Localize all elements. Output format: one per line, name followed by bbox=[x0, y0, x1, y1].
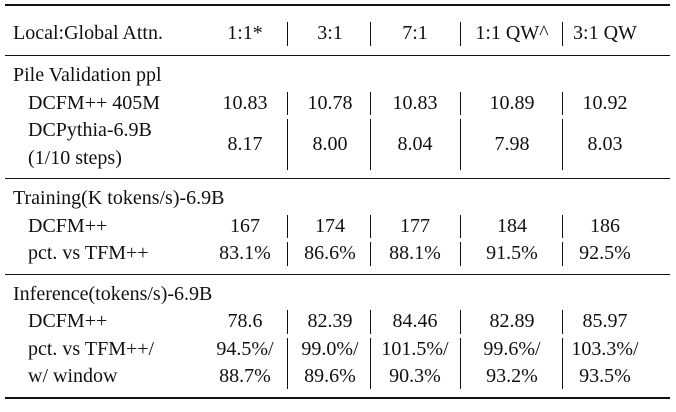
column-separator bbox=[287, 22, 288, 46]
row-label: DCFM++ 405M bbox=[28, 91, 161, 114]
cell-value: 10.89 bbox=[489, 91, 535, 114]
column-separator bbox=[562, 214, 563, 238]
cell-value: 93.5% bbox=[579, 365, 631, 387]
horizontal-rule bbox=[5, 178, 670, 179]
column-separator bbox=[287, 91, 288, 115]
row-label: pct. vs TFM++/ bbox=[28, 337, 155, 360]
header-cell: 1:1* bbox=[227, 22, 263, 44]
column-separator bbox=[460, 242, 461, 266]
header-cell: 1:1 QW^ bbox=[475, 22, 549, 44]
cell-value: 186 bbox=[590, 214, 620, 237]
column-separator bbox=[460, 337, 461, 389]
horizontal-rule bbox=[5, 55, 670, 56]
cell-value: 7.98 bbox=[494, 132, 530, 155]
cell-value: 103.3%/ bbox=[571, 337, 639, 360]
cell-value: 8.03 bbox=[587, 132, 623, 155]
column-separator bbox=[370, 214, 371, 238]
column-separator bbox=[460, 214, 461, 238]
column-separator bbox=[287, 214, 288, 238]
section-title: Inference(tokens/s)-6.9B bbox=[13, 282, 213, 305]
section-title: Pile Validation ppl bbox=[13, 64, 162, 86]
cell-value: 174 bbox=[315, 214, 345, 237]
cell-value: 88.7% bbox=[219, 365, 271, 387]
column-separator bbox=[287, 337, 288, 389]
header-cell: 7:1 bbox=[402, 22, 428, 44]
column-separator bbox=[370, 91, 371, 115]
cell-value: 78.6 bbox=[227, 310, 263, 332]
cell-value: 83.1% bbox=[219, 242, 271, 264]
row-label: DCFM++ bbox=[28, 310, 108, 332]
cell-value: 82.89 bbox=[489, 310, 535, 332]
cell-value: 90.3% bbox=[389, 365, 441, 387]
cell-value: 93.2% bbox=[486, 365, 538, 387]
column-separator bbox=[562, 337, 563, 389]
cell-value: 85.97 bbox=[582, 310, 628, 332]
cell-value: 89.6% bbox=[304, 365, 356, 387]
column-separator bbox=[562, 310, 563, 334]
cell-value: 101.5%/ bbox=[381, 337, 449, 360]
cell-value: 92.5% bbox=[579, 242, 631, 264]
cell-value: 99.0%/ bbox=[301, 337, 359, 360]
cell-value: 86.6% bbox=[304, 242, 356, 264]
cell-value: 8.00 bbox=[312, 132, 348, 155]
column-separator bbox=[370, 337, 371, 389]
column-separator bbox=[562, 242, 563, 266]
cell-value: 82.39 bbox=[307, 310, 353, 332]
cell-value: 8.04 bbox=[397, 132, 433, 155]
cell-value: 10.78 bbox=[307, 91, 353, 114]
row-label: pct. vs TFM++ bbox=[28, 242, 149, 264]
column-separator bbox=[562, 22, 563, 46]
column-separator bbox=[460, 22, 461, 46]
header-cell: 3:1 bbox=[317, 22, 343, 44]
cell-value: 167 bbox=[230, 214, 260, 237]
cell-value: 99.6%/ bbox=[483, 337, 541, 360]
section-title: Training(K tokens/s)-6.9B bbox=[13, 187, 225, 209]
row-label: (1/10 steps) bbox=[28, 146, 122, 169]
column-separator bbox=[562, 119, 563, 170]
horizontal-rule bbox=[5, 4, 670, 6]
column-separator bbox=[287, 119, 288, 170]
cell-value: 10.92 bbox=[582, 91, 628, 114]
column-separator bbox=[370, 119, 371, 170]
horizontal-rule bbox=[5, 273, 670, 275]
cell-value: 8.17 bbox=[227, 132, 263, 155]
column-separator bbox=[370, 242, 371, 266]
row-label: w/ window bbox=[28, 365, 118, 387]
header-cell: Local:Global Attn. bbox=[13, 22, 163, 44]
cell-value: 88.1% bbox=[389, 242, 441, 264]
column-separator bbox=[370, 22, 371, 46]
column-separator bbox=[562, 91, 563, 115]
cell-value: 94.5%/ bbox=[216, 337, 274, 360]
row-label: DCFM++ bbox=[28, 214, 108, 237]
column-separator bbox=[460, 119, 461, 170]
cell-value: 184 bbox=[497, 214, 527, 237]
row-label: DCPythia-6.9B bbox=[28, 119, 152, 141]
column-separator bbox=[370, 310, 371, 334]
cell-value: 10.83 bbox=[392, 91, 438, 114]
column-separator bbox=[287, 242, 288, 266]
cell-value: 84.46 bbox=[392, 310, 438, 332]
column-separator bbox=[287, 310, 288, 334]
column-separator bbox=[460, 91, 461, 115]
cell-value: 91.5% bbox=[486, 242, 538, 264]
cell-value: 10.83 bbox=[222, 91, 268, 114]
header-cell: 3:1 QW bbox=[573, 22, 637, 44]
cell-value: 177 bbox=[400, 214, 430, 237]
horizontal-rule bbox=[5, 396, 670, 399]
column-separator bbox=[460, 310, 461, 334]
